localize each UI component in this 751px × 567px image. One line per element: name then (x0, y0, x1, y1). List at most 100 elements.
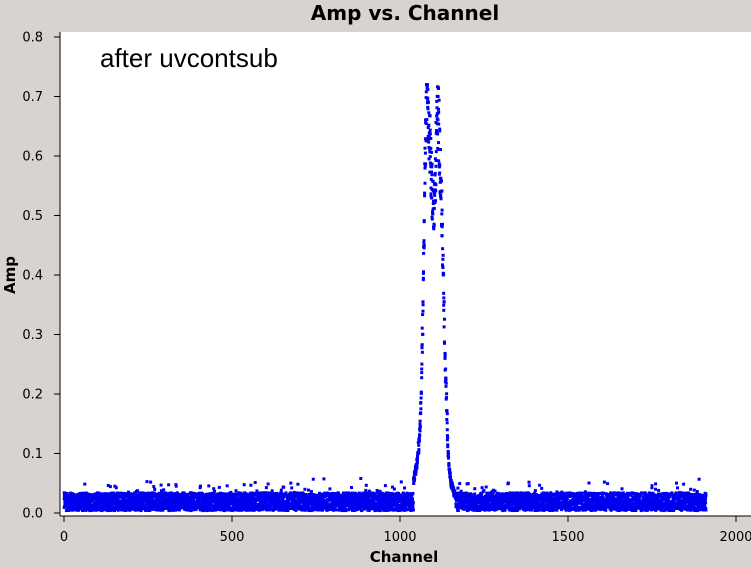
data-point (385, 498, 389, 502)
data-point (528, 500, 532, 504)
data-point (482, 503, 486, 507)
data-point (360, 508, 364, 512)
data-point (225, 484, 229, 488)
data-point (598, 502, 602, 506)
data-point (199, 508, 203, 512)
data-point (76, 492, 80, 496)
data-point (240, 508, 244, 512)
data-point (308, 500, 312, 504)
data-point (506, 481, 510, 485)
data-point (385, 501, 389, 505)
data-point (402, 491, 406, 495)
data-point (430, 215, 434, 219)
data-point (565, 499, 568, 503)
data-point (294, 508, 298, 512)
data-point (281, 497, 285, 501)
data-point (89, 493, 93, 497)
data-point (135, 494, 139, 498)
data-point (417, 450, 421, 454)
data-point (245, 501, 249, 505)
data-point (433, 157, 437, 161)
data-point (438, 164, 442, 168)
data-point (105, 492, 108, 496)
data-point (524, 505, 528, 509)
data-point (394, 508, 398, 512)
data-point (584, 496, 588, 500)
data-point (423, 146, 427, 150)
data-point (465, 505, 469, 509)
data-point (391, 485, 394, 489)
data-point (441, 253, 445, 257)
data-point (415, 466, 419, 470)
data-point (335, 494, 339, 498)
data-point (411, 508, 415, 512)
data-point (341, 508, 345, 512)
data-point (229, 490, 233, 494)
data-point (329, 508, 333, 511)
data-point (521, 495, 525, 499)
data-point (590, 501, 594, 505)
data-point (353, 495, 356, 499)
data-point (413, 478, 416, 482)
data-point (350, 496, 354, 500)
data-point (445, 421, 449, 425)
data-point (433, 173, 437, 177)
data-point (183, 492, 187, 496)
data-point (147, 496, 151, 500)
data-point (222, 503, 226, 507)
data-point (583, 506, 587, 510)
data-point (373, 493, 377, 497)
data-point (418, 433, 422, 437)
data-point (418, 422, 422, 426)
data-point (565, 491, 569, 495)
data-point (494, 508, 498, 512)
data-point (377, 491, 381, 495)
data-point (442, 303, 446, 307)
data-point (126, 497, 130, 501)
data-point (218, 507, 222, 511)
data-point (440, 189, 444, 193)
data-point (429, 146, 433, 150)
data-point (449, 475, 452, 479)
data-point (444, 381, 448, 385)
data-point (201, 504, 205, 507)
data-point (286, 496, 290, 499)
data-point (263, 497, 267, 501)
data-point (289, 491, 293, 495)
data-point (526, 497, 530, 501)
data-point (149, 480, 153, 484)
data-point (444, 367, 448, 371)
data-point (427, 100, 430, 104)
data-point (233, 507, 237, 511)
data-point (606, 482, 610, 486)
data-point (410, 499, 414, 503)
data-point (339, 506, 343, 510)
data-point (459, 489, 463, 493)
data-point (289, 501, 293, 505)
data-point (348, 496, 352, 500)
data-point (567, 501, 571, 505)
chart-annotation: after uvcontsub (100, 43, 278, 73)
data-point (159, 499, 163, 503)
data-point (446, 443, 450, 447)
data-point (210, 500, 214, 504)
data-point (437, 87, 440, 90)
data-point (608, 504, 612, 508)
data-point (354, 498, 358, 502)
data-point (188, 496, 192, 500)
data-point (231, 498, 235, 502)
data-point (540, 486, 544, 490)
data-point (153, 487, 157, 491)
data-point (335, 508, 339, 512)
data-point (260, 508, 264, 512)
data-point (223, 497, 227, 500)
data-point (94, 501, 98, 505)
data-point (194, 507, 198, 511)
data-point (581, 491, 585, 495)
data-point (550, 495, 554, 499)
data-point (522, 498, 526, 502)
data-point (485, 491, 489, 495)
data-point (265, 508, 269, 512)
data-point (433, 171, 437, 175)
data-point (139, 502, 143, 505)
